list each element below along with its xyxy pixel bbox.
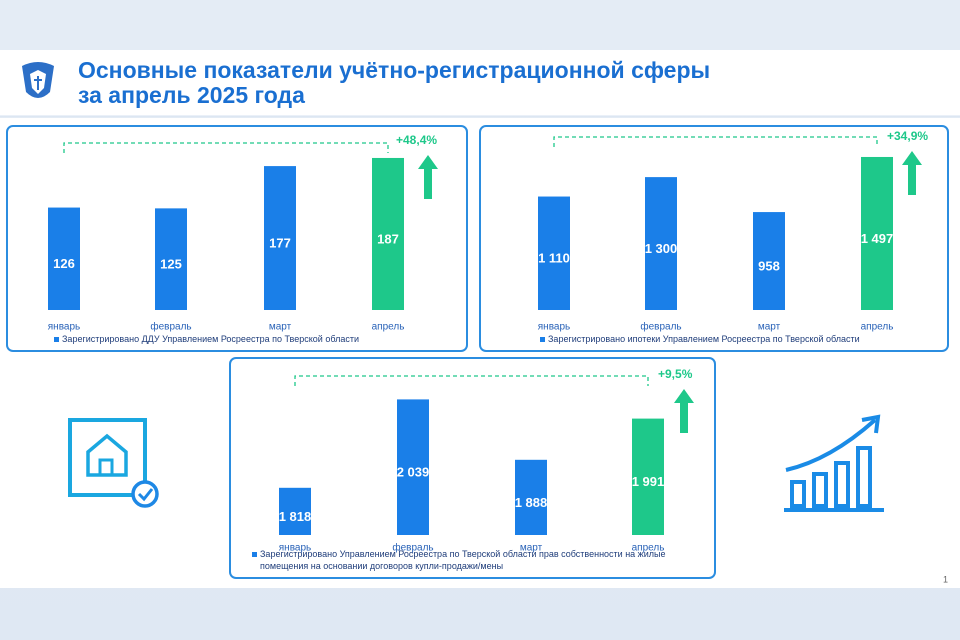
legend-label: Зарегистрировано ДДУ Управлением Росреес… [62, 334, 359, 344]
chart-panel [6, 125, 468, 352]
legend: Зарегистрировано ипотеки Управлением Рос… [548, 334, 860, 344]
bar [279, 487, 311, 535]
bar [397, 399, 429, 535]
bar [645, 177, 677, 310]
legend: Зарегистрировано ДДУ Управлением Росреес… [62, 334, 359, 344]
chart-panel [229, 357, 716, 579]
x-tick-label: январь [48, 322, 80, 333]
title-line: за апрель 2025 года [78, 82, 305, 108]
house-icon [68, 418, 159, 508]
x-tick-label: апрель [632, 543, 665, 554]
value-label: 2 039 [397, 465, 430, 480]
legend-swatch [540, 337, 545, 342]
value-label: 177 [269, 235, 291, 250]
value-label: 1 497 [861, 231, 894, 246]
x-tick-label: март [269, 322, 292, 333]
value-label: 1 888 [515, 495, 548, 510]
x-tick-label: февраль [392, 542, 433, 554]
value-label: 958 [758, 258, 780, 273]
bar [632, 418, 664, 535]
chart-panel [479, 125, 949, 352]
title-line: Основные показатели учётно-регистрационн… [78, 57, 710, 83]
growth-bracket [553, 136, 878, 147]
bar [861, 156, 893, 310]
growth-bracket [63, 142, 389, 153]
bar [515, 459, 547, 535]
growth-icon [784, 414, 884, 512]
x-tick-label: март [520, 543, 543, 554]
x-tick-label: январь [538, 322, 570, 333]
bar [753, 212, 785, 310]
legend: Зарегистрировано Управлением Росреестра … [260, 549, 666, 571]
value-label: 1 300 [645, 241, 678, 256]
bar [538, 196, 570, 310]
value-label: 1 991 [632, 474, 665, 489]
page-number: 1 [943, 574, 948, 584]
legend-label: Зарегистрировано Управлением Росреестра … [260, 549, 666, 571]
value-label: 125 [160, 257, 182, 272]
value-label: 1 818 [279, 509, 312, 524]
legend-swatch [252, 552, 257, 557]
x-tick-label: март [758, 322, 781, 333]
bar [155, 208, 187, 310]
growth-arrow [902, 151, 922, 195]
growth-annotation: +48,4% [396, 133, 437, 147]
bar [48, 207, 80, 310]
bar [264, 166, 296, 310]
legend-swatch [54, 337, 59, 342]
growth-annotation: +34,9% [887, 129, 928, 143]
bar [372, 157, 404, 310]
legend-label: Зарегистрировано ипотеки Управлением Рос… [548, 334, 860, 344]
x-tick-label: апрель [372, 322, 405, 333]
growth-annotation: +9,5% [658, 367, 693, 381]
value-label: 1 110 [538, 251, 570, 266]
growth-arrow [674, 389, 694, 433]
growth-arrow [418, 155, 438, 199]
x-tick-label: январь [279, 543, 311, 554]
x-tick-label: апрель [861, 322, 894, 333]
logo [22, 62, 54, 98]
value-label: 187 [377, 231, 399, 246]
growth-bracket [294, 375, 649, 386]
x-tick-label: февраль [150, 321, 191, 333]
value-label: 126 [53, 256, 75, 271]
x-tick-label: февраль [640, 321, 681, 333]
header [0, 50, 960, 116]
